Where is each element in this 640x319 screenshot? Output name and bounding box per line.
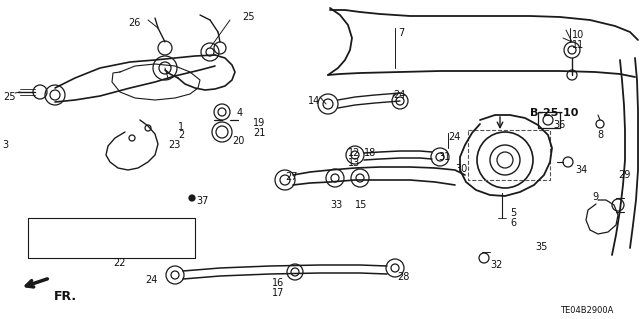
Text: 15: 15 xyxy=(355,200,367,210)
Text: 33: 33 xyxy=(330,200,342,210)
Text: 24: 24 xyxy=(145,275,157,285)
Text: 26: 26 xyxy=(128,18,140,28)
Text: 22: 22 xyxy=(113,258,125,268)
Text: 8: 8 xyxy=(597,130,603,140)
Text: 4: 4 xyxy=(237,108,243,118)
Text: TE04B2900A: TE04B2900A xyxy=(560,306,613,315)
Text: 1: 1 xyxy=(178,122,184,132)
Text: 19: 19 xyxy=(253,118,265,128)
Text: 30: 30 xyxy=(455,164,467,174)
Text: 7: 7 xyxy=(398,28,404,38)
Text: 6: 6 xyxy=(510,218,516,228)
Text: 12: 12 xyxy=(348,148,360,158)
Text: 25: 25 xyxy=(3,92,15,102)
Text: 23: 23 xyxy=(168,140,180,150)
Text: 35: 35 xyxy=(535,242,547,252)
Text: 5: 5 xyxy=(510,208,516,218)
Text: 31: 31 xyxy=(438,152,451,162)
Text: 24: 24 xyxy=(393,90,405,100)
Text: 14: 14 xyxy=(308,96,320,106)
Text: 18: 18 xyxy=(364,148,376,158)
Bar xyxy=(538,112,560,128)
Text: 9: 9 xyxy=(592,192,598,202)
Text: 2: 2 xyxy=(178,130,184,140)
Text: 20: 20 xyxy=(232,136,244,146)
Text: 28: 28 xyxy=(397,272,410,282)
Text: 32: 32 xyxy=(490,260,502,270)
Text: B-25-10: B-25-10 xyxy=(530,108,579,118)
Text: 29: 29 xyxy=(618,170,630,180)
Text: 16: 16 xyxy=(272,278,284,288)
Text: 37: 37 xyxy=(196,196,209,206)
Text: 34: 34 xyxy=(575,165,588,175)
Text: 3: 3 xyxy=(2,140,8,150)
Text: 17: 17 xyxy=(272,288,284,298)
Text: 27: 27 xyxy=(285,172,298,182)
Text: 13: 13 xyxy=(348,158,360,168)
Text: 21: 21 xyxy=(253,128,266,138)
Text: FR.: FR. xyxy=(54,290,77,303)
Circle shape xyxy=(189,195,195,201)
Text: 24: 24 xyxy=(448,132,460,142)
Text: 11: 11 xyxy=(572,40,584,50)
Bar xyxy=(468,130,550,180)
Text: 25: 25 xyxy=(242,12,255,22)
Text: 36: 36 xyxy=(553,120,565,130)
Text: 10: 10 xyxy=(572,30,584,40)
